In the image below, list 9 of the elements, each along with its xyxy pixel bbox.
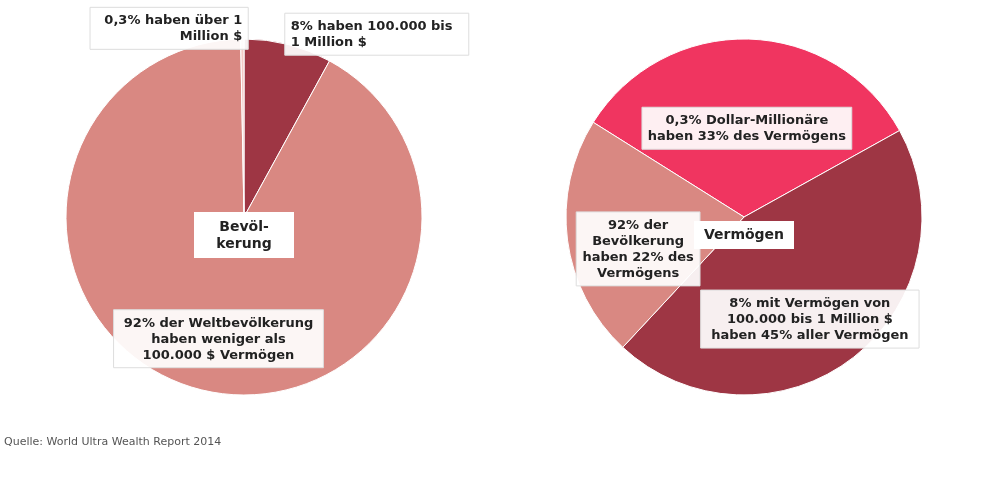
text: Bevöl-kerung [216,218,272,251]
slice-label: 8% mit Vermögen von 100.000 bis 1 Million $ haben 45% aller Vermögen [711,295,909,343]
source-note: Quelle: World Ultra Wealth Report 2014 [4,435,222,448]
slice-label: 0,3% haben über 1 Million $ [104,12,243,44]
slice-label: 92% der Bevölkerung haben 22% des Vermögens [582,216,695,280]
slice-label: 8% haben 100.000 bis 1 Million $ [290,18,453,50]
slice-label: 92% der Weltbevölkerung haben weniger als 100.000 $ Vermögen [123,314,314,362]
slice-label: 0,3% Dollar-Millionäre haben 33% des Vermögens [647,112,847,144]
text: Vermögen [703,226,785,242]
